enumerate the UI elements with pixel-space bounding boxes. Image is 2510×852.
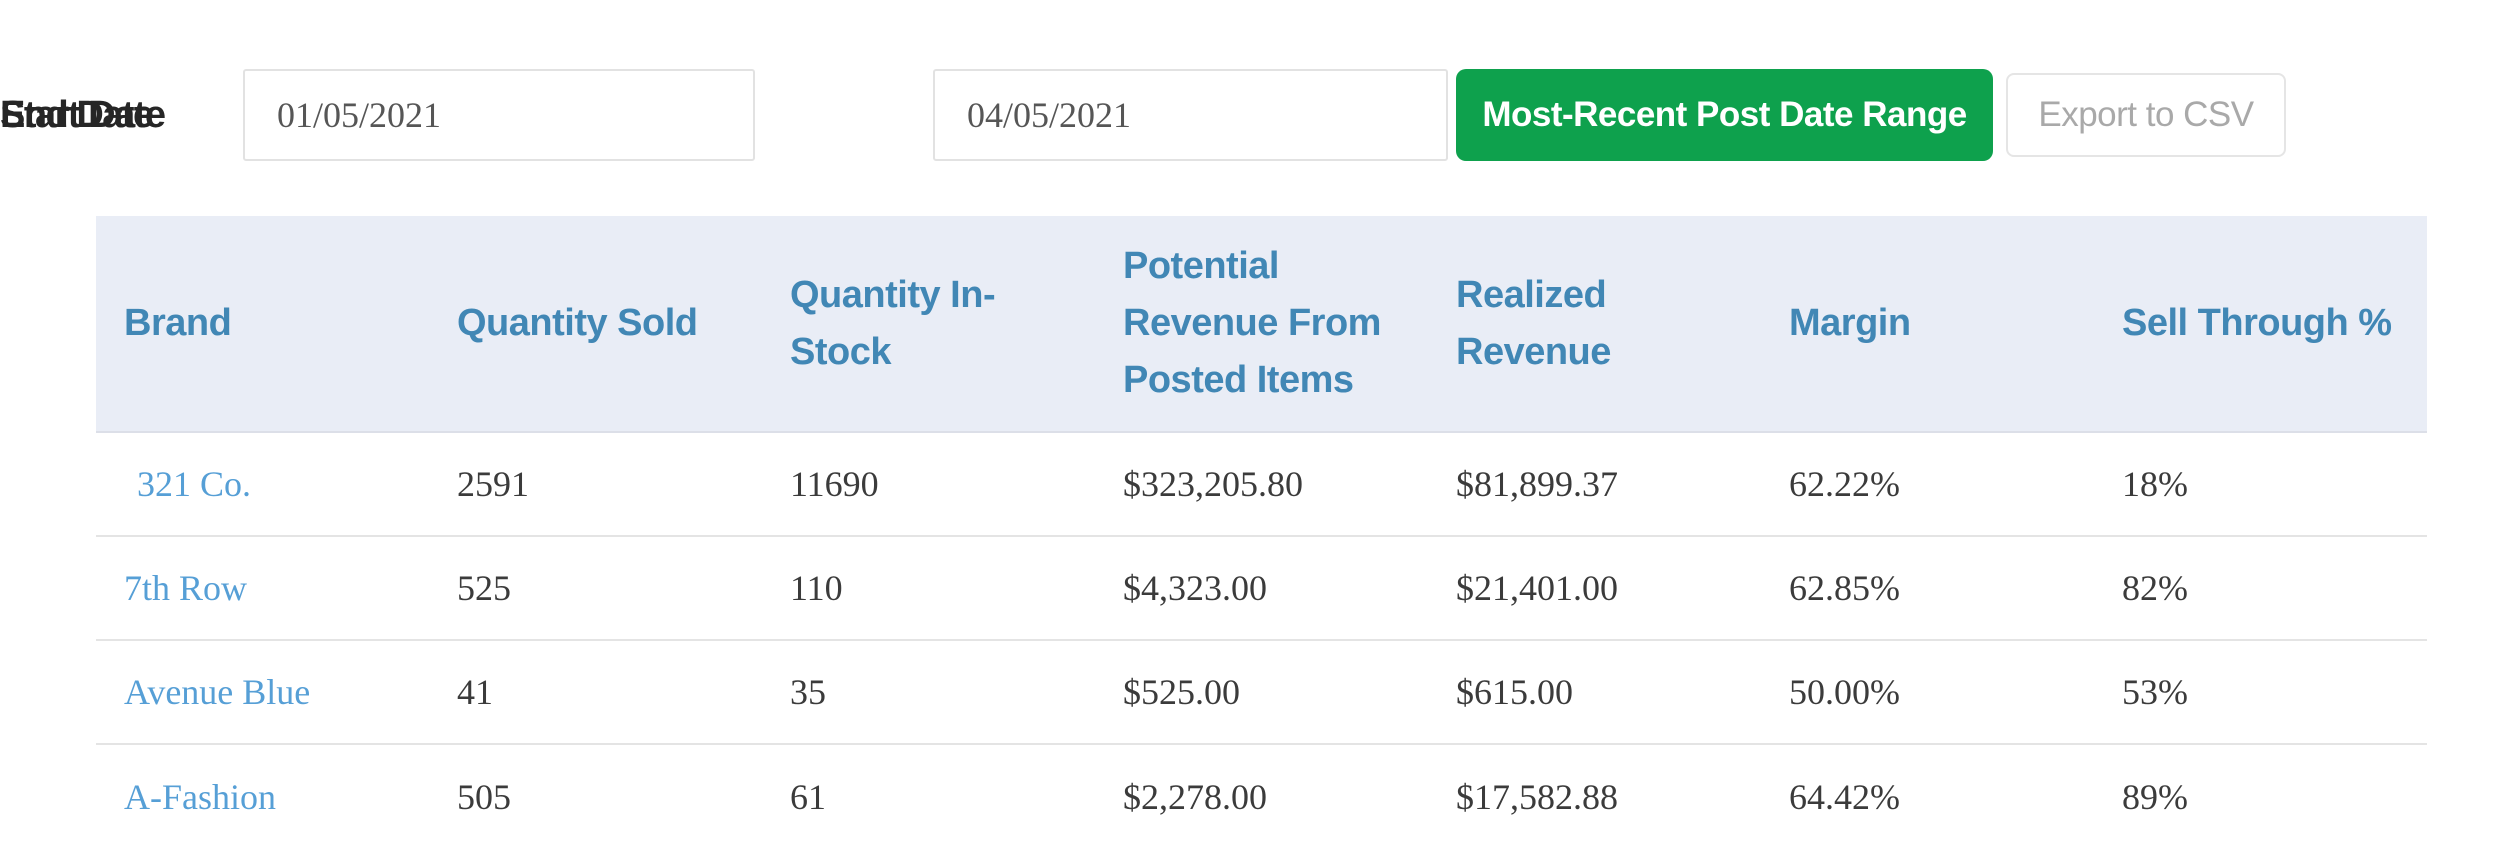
- sell-through-cell: 18%: [2122, 464, 2188, 504]
- quantity-in-stock-cell: 61: [762, 743, 1095, 848]
- table-row: Avenue Blue 41 35 $525.00 $615.00 50.00%…: [96, 639, 2427, 744]
- brand-link[interactable]: 321 Co.: [137, 464, 252, 504]
- brand-link[interactable]: Avenue Blue: [124, 672, 311, 712]
- sell-through-cell: 53%: [2094, 639, 2427, 744]
- brand-cell: 7th Row: [96, 535, 429, 640]
- end-date-label: End Date: [0, 93, 154, 136]
- column-header-quantity-in-stock: Quantity In- Stock: [762, 216, 1095, 433]
- quantity-in-stock-cell: 11690: [790, 464, 879, 504]
- brand-link[interactable]: A-Fashion: [124, 776, 276, 817]
- sell-through-cell: 89%: [2094, 743, 2427, 848]
- potential-revenue-cell: $323,205.80: [1123, 464, 1303, 504]
- start-date-label: Start Date: [0, 93, 166, 136]
- column-header-sell-through: Sell Through %: [2094, 216, 2427, 433]
- potential-revenue-cell: $2,278.00: [1095, 743, 1428, 848]
- realized-revenue-cell: $615.00: [1428, 639, 1761, 744]
- quantity-in-stock-cell: 35: [762, 639, 1095, 744]
- table-row: A-Fashion 505 61 $2,278.00 $17,582.88 64…: [96, 743, 2427, 848]
- date-filter-bar: Start Date End Date Most-Recent Post Dat…: [0, 69, 2510, 161]
- brand-cell: Avenue Blue: [96, 639, 429, 744]
- realized-revenue-cell: $17,582.88: [1428, 743, 1761, 848]
- margin-cell: 62.85%: [1761, 535, 2094, 640]
- brand-cell: 321 Co.: [96, 432, 429, 536]
- table-header: Brand Quantity Sold Quantity In- Stock P…: [96, 216, 2427, 433]
- realized-revenue-cell: $21,401.00: [1428, 535, 1761, 640]
- potential-revenue-cell: $525.00: [1095, 639, 1428, 744]
- brand-performance-table: Brand Quantity Sold Quantity In- Stock P…: [96, 216, 2427, 848]
- brand-cell: A-Fashion: [96, 743, 429, 848]
- quantity-sold-cell: 2591: [457, 464, 529, 504]
- brand-link[interactable]: 7th Row: [124, 568, 248, 608]
- most-recent-post-date-range-button[interactable]: Most-Recent Post Date Range: [1456, 69, 1993, 161]
- quantity-sold-cell: 525: [429, 535, 762, 640]
- table-row: 7th Row 525 110 $4,323.00 $21,401.00 62.…: [96, 535, 2427, 640]
- column-header-potential-revenue: Potential Revenue From Posted Items: [1095, 216, 1428, 433]
- margin-cell: 64.42%: [1761, 743, 2094, 848]
- start-date-input[interactable]: [243, 69, 755, 161]
- realized-revenue-cell: $81,899.37: [1456, 464, 1618, 504]
- table-row: 321 Co. 2591 11690 $323,205.80 $81,899.3…: [96, 432, 2427, 536]
- sell-through-cell: 82%: [2094, 535, 2427, 640]
- quantity-in-stock-cell: 110: [762, 535, 1095, 640]
- margin-cell: 50.00%: [1761, 639, 2094, 744]
- margin-cell: 62.22%: [1789, 464, 1900, 504]
- quantity-sold-cell: 505: [429, 743, 762, 848]
- column-header-margin: Margin: [1761, 216, 2094, 433]
- column-header-quantity-sold: Quantity Sold: [429, 216, 762, 433]
- export-to-csv-button[interactable]: Export to CSV: [2006, 73, 2286, 157]
- quantity-sold-cell: 41: [429, 639, 762, 744]
- potential-revenue-cell: $4,323.00: [1095, 535, 1428, 640]
- end-date-input[interactable]: [933, 69, 1448, 161]
- column-header-brand: Brand: [96, 216, 429, 433]
- column-header-realized-revenue: Realized Revenue: [1428, 216, 1761, 433]
